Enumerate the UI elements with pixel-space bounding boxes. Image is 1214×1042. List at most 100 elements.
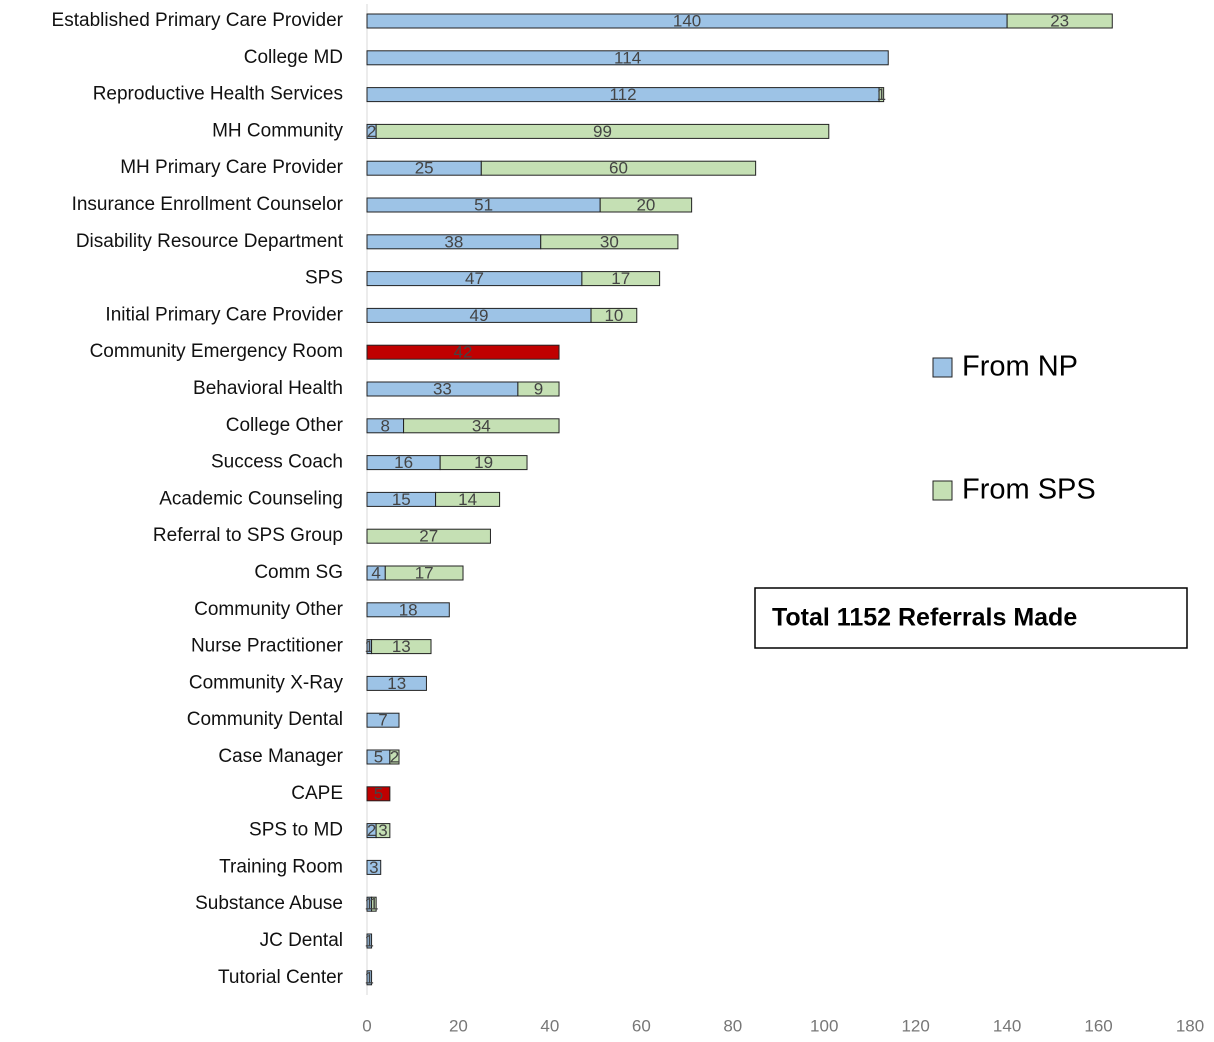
data-label: 17 <box>415 563 434 582</box>
data-label: 1 <box>365 968 374 987</box>
data-label: 9 <box>534 379 543 398</box>
category-label: Insurance Enrollment Counselor <box>72 194 344 215</box>
bar-segment <box>375 123 830 139</box>
bar-segment <box>599 197 693 213</box>
legend-label: From NP <box>962 351 1078 383</box>
category-label: Community Other <box>194 599 344 620</box>
x-tick-label: 40 <box>540 1016 559 1035</box>
data-label: 3 <box>369 858 378 877</box>
data-label: 34 <box>472 416 491 435</box>
data-label: 13 <box>392 637 411 656</box>
category-label: MH Community <box>212 120 343 141</box>
data-label: 14 <box>458 490 477 509</box>
data-label: 51 <box>474 195 493 214</box>
category-label: College Other <box>226 415 344 436</box>
bar-segment <box>371 896 377 912</box>
x-tick-label: 180 <box>1176 1016 1204 1035</box>
category-label: Success Coach <box>211 452 343 473</box>
category-label: SPS to MD <box>249 820 343 841</box>
x-tick-label: 140 <box>993 1016 1021 1035</box>
category-label: Tutorial Center <box>218 967 344 988</box>
data-label: 42 <box>454 343 473 362</box>
category-label: JC Dental <box>260 930 343 951</box>
bar-segment <box>366 528 491 544</box>
bar-segment <box>878 87 885 103</box>
x-tick-label: 160 <box>1084 1016 1112 1035</box>
bar-segment <box>366 602 450 618</box>
data-label: 99 <box>593 122 612 141</box>
data-label: 8 <box>381 416 390 435</box>
data-label: 1 <box>877 85 886 104</box>
bar-segment <box>366 675 427 691</box>
data-label: 2 <box>390 747 399 766</box>
category-label: Community X-Ray <box>189 672 344 693</box>
data-label: 10 <box>604 306 623 325</box>
bar-segment <box>366 50 889 66</box>
data-label: 112 <box>609 85 636 104</box>
category-label: MH Primary Care Provider <box>120 157 343 178</box>
data-label: 33 <box>433 379 452 398</box>
category-label: Academic Counseling <box>159 488 343 509</box>
data-label: 17 <box>611 269 630 288</box>
bar-segment <box>517 381 560 397</box>
data-label: 5 <box>374 747 383 766</box>
data-label: 1 <box>365 931 374 950</box>
category-label: Substance Abuse <box>195 893 343 914</box>
annotation: Total 1152 Referrals Made <box>772 604 1077 632</box>
category-label: Disability Resource Department <box>76 231 344 252</box>
data-label: 1 <box>365 637 374 656</box>
category-label: Behavioral Health <box>193 378 343 399</box>
bar-segment <box>435 491 501 507</box>
bar-segment <box>366 970 373 986</box>
category-label: SPS <box>305 268 343 289</box>
category-label: Training Room <box>219 856 343 877</box>
category-label: Established Primary Care Provider <box>52 10 344 31</box>
data-label: 16 <box>394 453 413 472</box>
bar-segment <box>366 933 373 949</box>
category-label: Referral to SPS Group <box>153 525 343 546</box>
data-label: 30 <box>600 232 619 251</box>
category-label: Initial Primary Care Provider <box>105 304 343 325</box>
data-label: 25 <box>415 159 434 178</box>
category-label: Community Emergency Room <box>90 341 343 362</box>
x-tick-label: 100 <box>810 1016 838 1035</box>
data-label: 15 <box>392 490 411 509</box>
data-label: 49 <box>470 306 489 325</box>
category-label: CAPE <box>291 783 343 804</box>
data-label: 2 <box>367 122 376 141</box>
bar-segment <box>540 234 679 250</box>
bar-segment <box>1006 13 1113 29</box>
bar-segment <box>480 160 757 176</box>
bar-segment <box>403 418 560 434</box>
data-label: 23 <box>1050 11 1069 30</box>
category-label: Reproductive Health Services <box>93 84 343 105</box>
bar-segment <box>366 344 560 360</box>
data-label: 3 <box>378 821 387 840</box>
legend-swatch <box>932 480 953 501</box>
data-label: 1 <box>369 895 378 914</box>
data-label: 18 <box>399 600 418 619</box>
data-label: 7 <box>378 711 387 730</box>
data-label: 140 <box>673 11 701 30</box>
x-tick-label: 20 <box>449 1016 468 1035</box>
data-label: 5 <box>374 784 383 803</box>
bar-segment <box>389 749 400 765</box>
x-tick-label: 60 <box>632 1016 651 1035</box>
category-label: College MD <box>244 47 343 68</box>
data-label: 4 <box>371 563 380 582</box>
legend-label: From SPS <box>962 474 1096 506</box>
bar-segment <box>581 271 661 287</box>
data-label: 60 <box>609 159 628 178</box>
data-label: 2 <box>367 821 376 840</box>
category-label: Comm SG <box>254 562 343 583</box>
data-label: 1 <box>365 895 374 914</box>
legend-swatch <box>932 357 953 378</box>
category-label: Nurse Practitioner <box>191 636 344 657</box>
x-tick-label: 80 <box>723 1016 742 1035</box>
data-label: 47 <box>465 269 484 288</box>
bar-segment <box>366 859 382 875</box>
bar-segment <box>590 307 638 323</box>
category-label: Community Dental <box>187 709 343 730</box>
x-tick-label: 120 <box>901 1016 929 1035</box>
